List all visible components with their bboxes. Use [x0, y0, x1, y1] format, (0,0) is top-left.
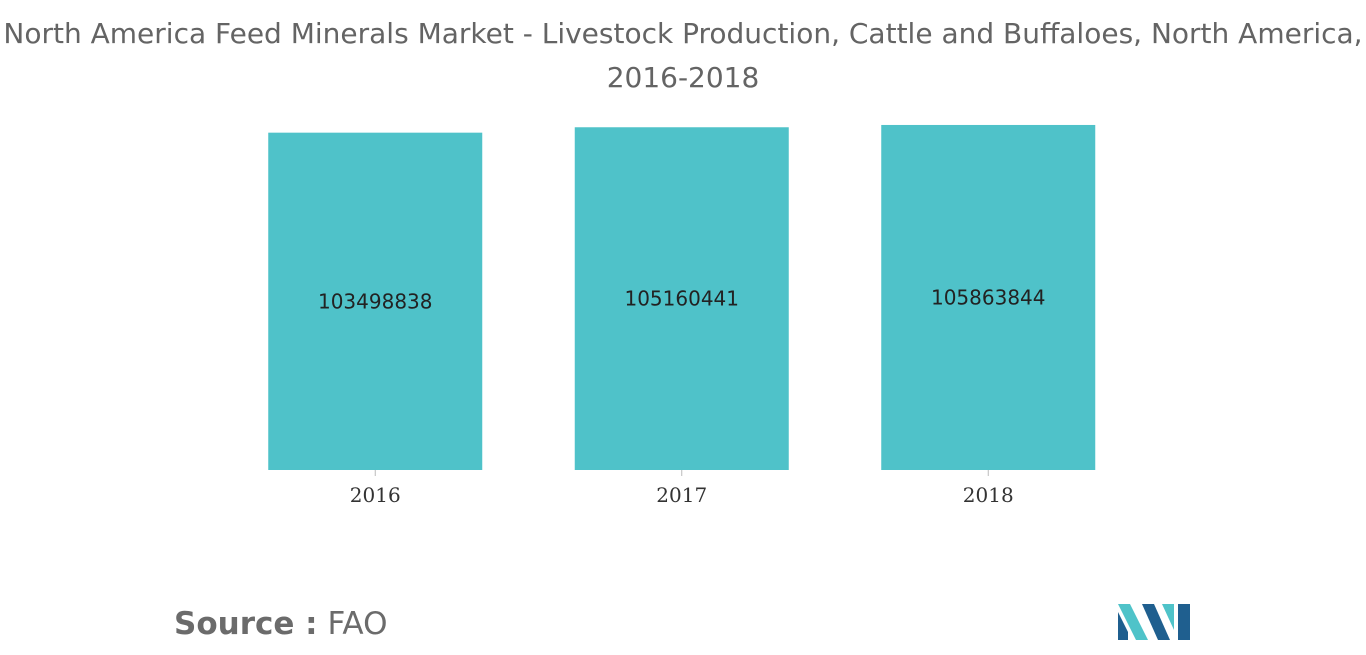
- data-label-2016: 103498838: [318, 289, 433, 313]
- bar-chart: 103498838 105160441 105863844 2016 2017 2018: [268, 124, 1096, 507]
- logo-shape-right-bar: [1178, 604, 1190, 640]
- bar-2018: [881, 124, 1096, 471]
- logo-shape-middle: [1142, 604, 1170, 640]
- ticks-layer: 2016 2017 2018: [350, 470, 1014, 507]
- bar-2016: [268, 132, 483, 470]
- data-label-2018: 105863844: [931, 285, 1046, 309]
- logo-shape-left: [1118, 604, 1148, 640]
- chart-title: North America Feed Minerals Market - Liv…: [3, 17, 1363, 94]
- logo-shape-right: [1162, 604, 1174, 630]
- x-tick-label-2018: 2018: [963, 483, 1014, 507]
- source-note: Source : FAO: [174, 606, 388, 642]
- mordor-intelligence-logo-icon: [1118, 604, 1190, 640]
- bar-2017: [574, 127, 789, 471]
- source-label: Source :: [174, 606, 318, 642]
- bars-layer: [268, 124, 1096, 471]
- x-tick-label-2016: 2016: [350, 483, 401, 507]
- logo-shape-left-base: [1118, 612, 1128, 640]
- data-label-2017: 105160441: [624, 287, 739, 311]
- x-tick-label-2017: 2017: [656, 483, 707, 507]
- labels-layer: 103498838 105160441 105863844: [318, 285, 1046, 313]
- source-value: FAO: [327, 606, 388, 642]
